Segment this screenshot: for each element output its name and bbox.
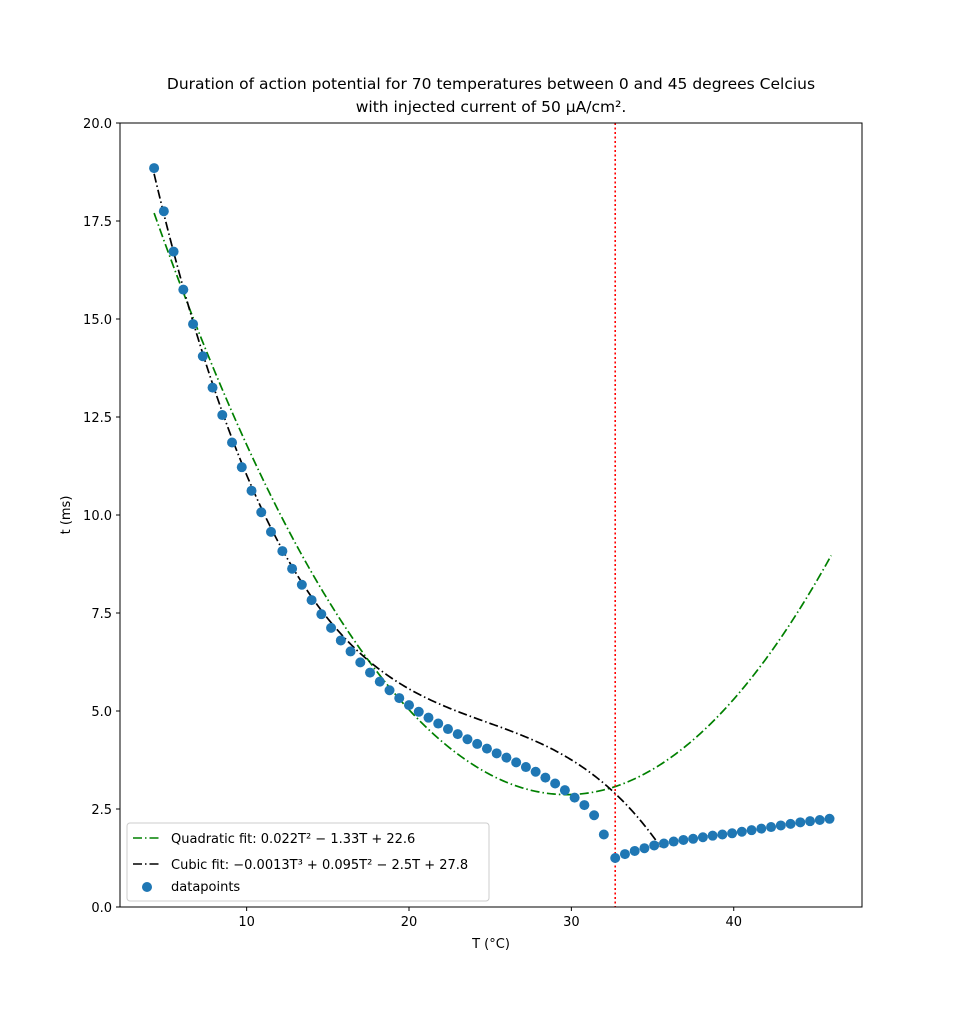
datapoint bbox=[374, 676, 385, 687]
datapoint bbox=[197, 351, 208, 362]
datapoint bbox=[384, 685, 395, 696]
datapoint bbox=[168, 246, 179, 257]
datapoint bbox=[766, 822, 777, 833]
datapoint bbox=[178, 284, 189, 295]
datapoint bbox=[559, 785, 570, 796]
datapoint bbox=[717, 829, 728, 840]
datapoint bbox=[316, 609, 327, 620]
datapoint bbox=[326, 622, 337, 633]
datapoint bbox=[306, 595, 317, 606]
datapoint bbox=[188, 319, 199, 330]
datapoint bbox=[296, 579, 307, 590]
y-tick-label: 10.0 bbox=[83, 509, 112, 524]
legend-datapoints-marker bbox=[142, 882, 152, 892]
datapoint bbox=[697, 832, 708, 843]
datapoint bbox=[736, 826, 747, 837]
datapoint bbox=[217, 410, 228, 421]
legend: Quadratic fit: 0.022T² − 1.33T + 22.6 Cu… bbox=[126, 822, 490, 902]
datapoint bbox=[462, 734, 473, 745]
datapoint bbox=[658, 838, 669, 849]
datapoint bbox=[579, 800, 590, 811]
datapoint bbox=[335, 635, 346, 646]
datapoint bbox=[433, 718, 444, 729]
datapoint bbox=[277, 546, 288, 557]
datapoint bbox=[688, 833, 699, 844]
legend-datapoints-label: datapoints bbox=[171, 880, 240, 895]
datapoint bbox=[365, 667, 376, 678]
datapoint bbox=[481, 743, 492, 754]
datapoint bbox=[629, 845, 640, 856]
datapoint bbox=[227, 437, 238, 448]
datapoint bbox=[795, 817, 806, 828]
legend-box bbox=[126, 822, 490, 902]
datapoint bbox=[639, 843, 650, 854]
datapoint bbox=[746, 825, 757, 836]
datapoint bbox=[158, 206, 169, 217]
datapoint bbox=[452, 729, 463, 740]
datapoint bbox=[394, 693, 405, 704]
x-tick-label: 40 bbox=[725, 915, 742, 930]
datapoint bbox=[287, 563, 298, 574]
datapoint bbox=[501, 752, 512, 763]
plot-frame bbox=[119, 122, 863, 908]
quadratic-fit-line bbox=[153, 212, 832, 796]
y-tick-label: 0.0 bbox=[91, 901, 112, 916]
datapoint bbox=[824, 813, 835, 824]
y-tick-label: 20.0 bbox=[83, 117, 112, 132]
legend-cubic-label: Cubic fit: −0.0013T³ + 0.095T² − 2.5T + … bbox=[171, 858, 468, 873]
datapoint bbox=[678, 834, 689, 845]
datapoint bbox=[256, 507, 267, 518]
datapoint bbox=[550, 778, 561, 789]
datapoint bbox=[520, 762, 531, 773]
x-tick-label: 30 bbox=[563, 915, 580, 930]
datapoint bbox=[442, 724, 453, 735]
x-tick-label: 10 bbox=[238, 915, 255, 930]
y-tick-label: 7.5 bbox=[91, 607, 112, 622]
datapoint bbox=[355, 657, 366, 668]
datapoint bbox=[236, 462, 247, 473]
y-tick-label: 17.5 bbox=[83, 215, 112, 230]
datapoint bbox=[207, 382, 218, 393]
y-tick-label: 2.5 bbox=[91, 803, 112, 818]
datapoint bbox=[491, 748, 502, 759]
datapoint bbox=[149, 163, 160, 174]
datapoint bbox=[423, 712, 434, 723]
datapoint bbox=[598, 829, 609, 840]
datapoint bbox=[707, 830, 718, 841]
datapoint bbox=[814, 814, 825, 825]
datapoint bbox=[540, 772, 551, 783]
datapoint bbox=[404, 700, 415, 711]
datapoint bbox=[727, 828, 738, 839]
y-tick-label: 12.5 bbox=[83, 411, 112, 426]
chart-title-line1: Duration of action potential for 70 temp… bbox=[167, 75, 815, 93]
chart-title-line2: with injected current of 50 μA/cm². bbox=[356, 98, 627, 116]
datapoint bbox=[472, 738, 483, 749]
datapoint bbox=[345, 646, 356, 657]
datapoint bbox=[265, 526, 276, 537]
datapoint bbox=[589, 810, 600, 821]
datapoint bbox=[756, 823, 767, 834]
datapoint bbox=[775, 820, 786, 831]
datapoint bbox=[246, 485, 257, 496]
datapoint bbox=[785, 818, 796, 829]
cubic-fit-line bbox=[153, 173, 662, 848]
datapoint bbox=[413, 706, 424, 717]
y-tick-label: 15.0 bbox=[83, 313, 112, 328]
x-tick-label: 20 bbox=[401, 915, 418, 930]
y-tick-label: 5.0 bbox=[91, 705, 112, 720]
datapoint bbox=[511, 757, 522, 768]
datapoint bbox=[668, 836, 679, 847]
datapoint bbox=[649, 840, 660, 851]
datapoint bbox=[805, 816, 816, 827]
datapoint bbox=[619, 849, 630, 860]
y-axis-label: t (ms) bbox=[59, 496, 74, 535]
x-axis-label: T (°C) bbox=[471, 937, 510, 952]
legend-quadratic-label: Quadratic fit: 0.022T² − 1.33T + 22.6 bbox=[171, 832, 415, 847]
datapoint bbox=[569, 792, 580, 803]
datapoint bbox=[530, 766, 541, 777]
datapoint bbox=[610, 853, 621, 863]
